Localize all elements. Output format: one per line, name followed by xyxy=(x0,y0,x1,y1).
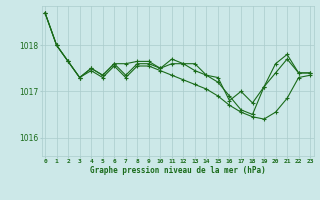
X-axis label: Graphe pression niveau de la mer (hPa): Graphe pression niveau de la mer (hPa) xyxy=(90,166,266,175)
